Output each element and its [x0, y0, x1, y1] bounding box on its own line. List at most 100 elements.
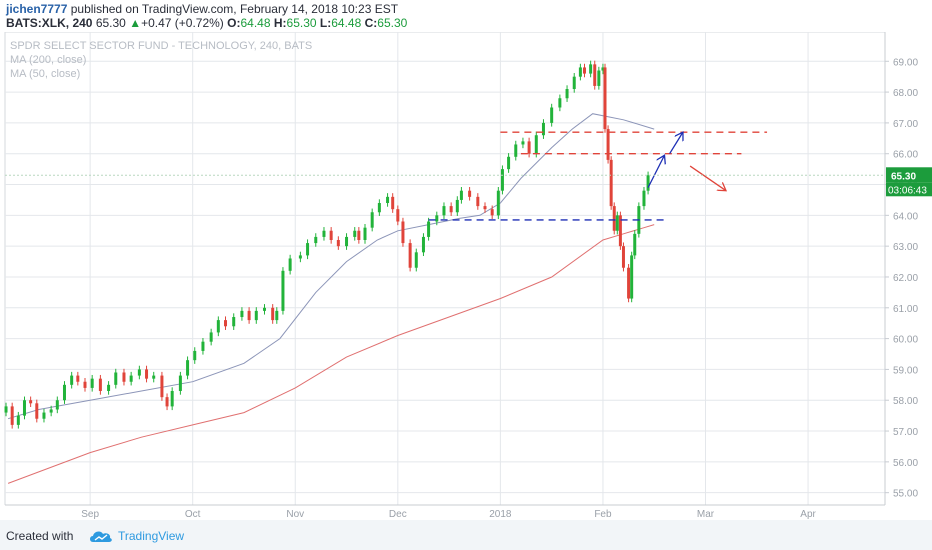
price-tick-label: 55.00: [893, 489, 918, 500]
candle: [496, 186, 500, 220]
candle-body: [49, 409, 53, 413]
candle: [601, 63, 605, 75]
candle: [630, 251, 634, 303]
candle-body: [514, 144, 518, 157]
candle: [377, 199, 381, 216]
time-tick-label: Feb: [594, 509, 612, 520]
candle: [306, 239, 310, 260]
candle: [603, 63, 607, 133]
candle: [615, 211, 619, 235]
candle-body: [83, 381, 87, 388]
candle-body: [42, 412, 46, 419]
candle: [442, 202, 446, 220]
candle: [178, 371, 182, 395]
candle-body: [633, 233, 637, 256]
candle: [468, 186, 472, 201]
candle: [606, 125, 610, 164]
candle: [593, 60, 597, 90]
candle: [558, 94, 562, 112]
candle: [589, 60, 593, 78]
candle: [521, 137, 525, 149]
candle: [633, 230, 637, 260]
candle: [414, 248, 418, 272]
candle-body: [145, 369, 149, 379]
candle-body: [455, 199, 459, 213]
price-tick-label: 56.00: [893, 458, 918, 469]
candle-body: [35, 403, 39, 419]
candle: [541, 119, 545, 139]
candle-body: [582, 67, 586, 74]
candle: [254, 307, 258, 324]
candle: [165, 393, 169, 411]
candle-body: [601, 67, 605, 71]
candles-layer: [4, 60, 650, 429]
candle-body: [370, 212, 374, 228]
candle-body: [421, 236, 425, 253]
tradingview-cloud-icon[interactable]: [88, 528, 114, 544]
candle-body: [70, 375, 74, 385]
up-triangle-icon: ▲: [129, 16, 142, 30]
candle-body: [646, 175, 650, 191]
candle-body: [62, 384, 66, 401]
candle: [621, 242, 625, 272]
candle: [83, 378, 87, 392]
candle: [122, 368, 126, 386]
candle-body: [22, 400, 26, 416]
candle-body: [396, 209, 400, 222]
countdown-badge: [886, 182, 932, 197]
candle: [507, 153, 511, 173]
candle: [357, 227, 361, 244]
candle-body: [281, 270, 285, 311]
candle-body: [345, 236, 349, 247]
publish-line: jichen7777 published on TradingView.com,…: [6, 2, 398, 16]
candle-body: [193, 350, 197, 361]
candle: [322, 227, 326, 241]
candle-body: [4, 406, 8, 413]
candle: [76, 371, 80, 386]
candle: [152, 371, 156, 383]
candle-body: [232, 317, 236, 327]
candle-body: [98, 378, 102, 391]
grid-lines: [4, 31, 886, 506]
candle: [201, 337, 205, 355]
low-label: L:: [319, 16, 332, 30]
candle: [281, 267, 285, 315]
candle: [90, 374, 94, 392]
candle: [353, 227, 357, 241]
author-name[interactable]: jichen7777: [6, 2, 68, 16]
chart-area[interactable]: 55.00 56.00 57.00 58.00 59.00 60.00 61.00 62.00…: [0, 31, 932, 520]
candle: [114, 368, 118, 389]
candle-body: [606, 129, 610, 160]
candle-body: [386, 196, 390, 204]
time-tick-label: Apr: [800, 509, 816, 520]
trend-arrow: [647, 155, 664, 188]
candle: [240, 307, 244, 321]
candle-body: [427, 221, 431, 237]
footer-bar: Created with TradingView: [0, 522, 932, 550]
high-label: H:: [273, 16, 287, 30]
candlestick-chart[interactable]: 55.00 56.00 57.00 58.00 59.00 60.00 61.00 62.00…: [0, 31, 932, 520]
candle-body: [630, 255, 634, 299]
candle: [22, 396, 26, 420]
candle-body: [442, 206, 446, 216]
candle: [401, 217, 405, 247]
tradingview-brand[interactable]: TradingView: [118, 529, 185, 543]
candle-body: [247, 310, 251, 321]
candle-body: [483, 206, 487, 210]
symbol-label: BATS:XLK, 240: [6, 16, 93, 30]
ohlc-line: BATS:XLK, 240 65.30 ▲+0.47 (+0.72%) O:64…: [6, 16, 407, 30]
candle: [62, 381, 66, 404]
price-tick-label: 61.00: [893, 304, 918, 315]
candle-body: [363, 227, 367, 240]
candle-body: [271, 307, 275, 321]
candle: [55, 396, 59, 414]
candle-body: [10, 406, 14, 425]
candle: [500, 165, 504, 195]
time-tick-label: Sep: [81, 509, 99, 520]
candle-body: [435, 215, 439, 222]
candle: [435, 211, 439, 226]
candle-body: [550, 107, 554, 123]
candle-body: [170, 390, 174, 407]
candle: [370, 208, 374, 232]
candle-body: [609, 159, 613, 207]
